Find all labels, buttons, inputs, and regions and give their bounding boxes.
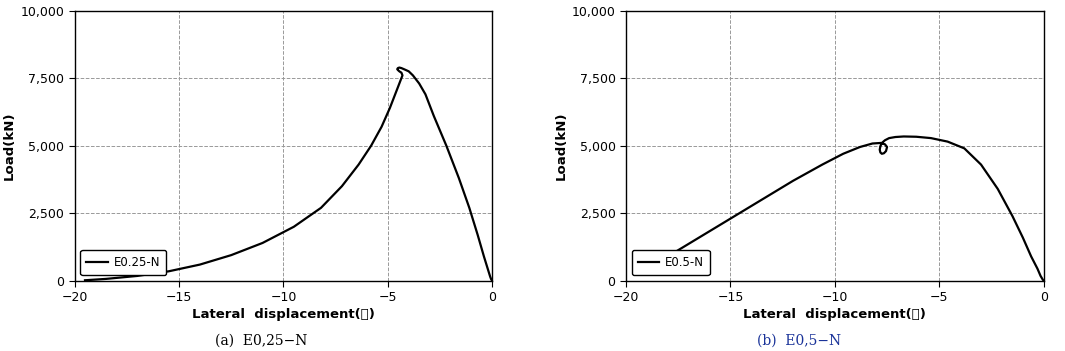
E0.25-N — [225, 253, 237, 257]
E0.25-N — [481, 268, 494, 272]
E0.5-N — [1037, 279, 1050, 283]
E0.5-N — [874, 150, 887, 154]
Line: E0.25-N: E0.25-N — [85, 67, 492, 281]
E0.25-N — [393, 69, 406, 73]
E0.25-N — [364, 144, 377, 148]
E0.25-N — [440, 144, 453, 148]
E0.5-N — [881, 145, 894, 149]
E0.25-N — [472, 233, 485, 237]
E0.25-N — [419, 92, 431, 97]
E0.5-N — [883, 136, 896, 140]
E0.25-N — [353, 163, 365, 167]
E0.5-N — [816, 163, 829, 167]
E0.5-N — [878, 151, 890, 155]
E0.5-N — [974, 163, 987, 167]
E0.5-N — [692, 236, 705, 240]
E0.25-N — [335, 184, 348, 188]
E0.25-N — [194, 263, 207, 267]
E0.5-N — [879, 138, 891, 143]
E0.25-N — [162, 269, 175, 273]
E0.5-N — [724, 217, 737, 221]
E0.25-N — [391, 67, 404, 71]
X-axis label: Lateral  displacement(㎜): Lateral displacement(㎜) — [743, 309, 927, 322]
E0.25-N — [403, 69, 415, 73]
E0.5-N — [1006, 214, 1019, 218]
E0.5-N — [866, 141, 879, 146]
Text: (a)  E0,25−N: (a) E0,25−N — [215, 333, 307, 347]
Text: (b)  E0,5−N: (b) E0,5−N — [757, 333, 840, 347]
E0.5-N — [879, 142, 891, 146]
E0.5-N — [910, 135, 922, 139]
Line: E0.5-N: E0.5-N — [642, 137, 1044, 281]
Y-axis label: Load(kN): Load(kN) — [555, 111, 568, 180]
E0.5-N — [837, 152, 850, 156]
E0.25-N — [395, 66, 408, 70]
Y-axis label: Load(kN): Load(kN) — [3, 111, 16, 180]
E0.25-N — [427, 114, 440, 118]
E0.5-N — [992, 187, 1004, 191]
X-axis label: Lateral  displacement(㎜): Lateral displacement(㎜) — [192, 309, 375, 322]
E0.25-N — [392, 68, 405, 72]
E0.5-N — [1034, 274, 1047, 278]
E0.5-N — [661, 254, 674, 259]
E0.5-N — [889, 135, 902, 139]
E0.5-N — [874, 141, 887, 145]
E0.25-N — [485, 277, 497, 282]
E0.5-N — [853, 145, 866, 149]
E0.5-N — [755, 198, 768, 202]
E0.25-N — [383, 106, 396, 110]
E0.25-N — [131, 274, 144, 278]
E0.25-N — [393, 65, 406, 69]
E0.25-N — [375, 125, 388, 129]
E0.5-N — [873, 148, 886, 152]
E0.5-N — [898, 134, 911, 139]
E0.25-N — [392, 66, 405, 70]
Legend: E0.25-N: E0.25-N — [81, 250, 166, 275]
E0.25-N — [407, 73, 420, 78]
E0.25-N — [413, 81, 426, 86]
E0.5-N — [941, 139, 954, 144]
E0.25-N — [453, 176, 465, 180]
E0.5-N — [957, 146, 970, 151]
E0.5-N — [875, 152, 888, 156]
E0.5-N — [875, 141, 888, 145]
E0.25-N — [395, 71, 408, 75]
E0.5-N — [636, 269, 649, 273]
E0.25-N — [486, 279, 498, 283]
E0.5-N — [1031, 266, 1044, 271]
Legend: E0.5-N: E0.5-N — [632, 250, 710, 275]
E0.25-N — [477, 254, 490, 259]
E0.5-N — [874, 144, 887, 148]
E0.25-N — [390, 90, 403, 94]
E0.25-N — [463, 206, 476, 210]
E0.25-N — [257, 241, 269, 245]
E0.25-N — [314, 206, 327, 210]
E0.25-N — [396, 73, 409, 78]
E0.25-N — [79, 278, 92, 282]
E0.5-N — [1016, 236, 1029, 240]
E0.5-N — [924, 136, 937, 140]
E0.5-N — [787, 179, 800, 183]
E0.25-N — [99, 277, 112, 281]
E0.5-N — [1025, 254, 1037, 259]
E0.25-N — [398, 67, 411, 72]
E0.25-N — [288, 225, 300, 229]
E0.25-N — [484, 274, 496, 279]
E0.5-N — [880, 149, 892, 153]
E0.5-N — [1036, 277, 1049, 282]
E0.25-N — [394, 79, 407, 83]
